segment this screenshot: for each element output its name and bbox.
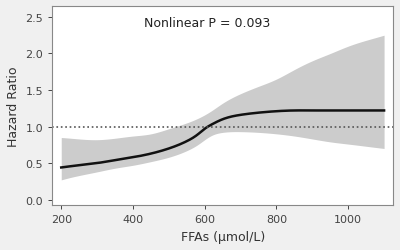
- X-axis label: FFAs (μmol/L): FFAs (μmol/L): [180, 230, 265, 243]
- Text: Nonlinear P = 0.093: Nonlinear P = 0.093: [144, 17, 270, 30]
- Y-axis label: Hazard Ratio: Hazard Ratio: [7, 66, 20, 146]
